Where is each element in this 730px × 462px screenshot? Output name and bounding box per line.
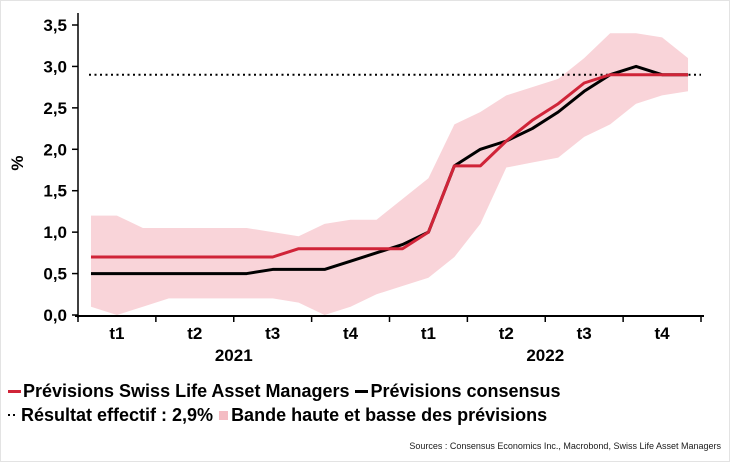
- legend-item-slam: Prévisions Swiss Life Asset Managers: [8, 379, 349, 403]
- slam-forecast-line: [90, 73, 689, 259]
- y-tick-label: 0,0: [43, 306, 67, 325]
- forecast-band: [90, 33, 689, 316]
- y-tick-label: 2,5: [43, 99, 67, 118]
- legend-item-band: Bande haute et basse des prévisions: [219, 403, 547, 427]
- x-quarter-label: t2: [499, 324, 514, 343]
- pink-band-swatch-icon: [219, 410, 229, 420]
- y-tick-label: 1,0: [43, 223, 67, 242]
- source-note: Sources : Consensus Economics Inc., Macr…: [409, 441, 721, 451]
- y-tick-label: 0,5: [43, 265, 67, 284]
- x-quarter-label: t1: [109, 324, 124, 343]
- y-tick-label: 3,5: [43, 16, 67, 35]
- legend-item-consensus: Prévisions consensus: [355, 379, 561, 403]
- forecast-chart: 0,0 0,5 1,0 1,5 2,0 2,5 3,0 3,5% t1 t2 t3 t4 t1 t2 t3 t…: [8, 13, 704, 365]
- y-tick-label: 1,5: [43, 182, 67, 201]
- legend-row-1: Prévisions Swiss Life Asset Managers Pré…: [8, 379, 724, 403]
- chart-legend: Prévisions Swiss Life Asset Managers Pré…: [8, 379, 724, 427]
- legend-item-actual: Résultat effectif : 2,9%: [8, 403, 213, 427]
- year-label: 2021: [215, 346, 253, 365]
- dotted-line-swatch-icon: [8, 414, 17, 416]
- red-line-swatch-icon: [8, 389, 21, 393]
- x-quarter-label: t3: [577, 324, 592, 343]
- x-quarter-label: t2: [187, 324, 202, 343]
- legend-label-consensus: Prévisions consensus: [370, 381, 561, 401]
- legend-row-2: Résultat effectif : 2,9% Bande haute et …: [8, 403, 724, 427]
- legend-label-band: Bande haute et basse des prévisions: [231, 405, 548, 425]
- chart-area: 0,0 0,5 1,0 1,5 2,0 2,5 3,0 3,5% t1 t2 t3 t4 t1 t2 t3 t…: [1, 1, 729, 373]
- y-tick-label: 2,0: [43, 140, 67, 159]
- y-tick-label: 3,0: [43, 57, 67, 76]
- x-quarter-label: t3: [265, 324, 280, 343]
- year-label: 2022: [526, 346, 564, 365]
- x-quarter-label: t4: [655, 324, 671, 343]
- legend-label-actual: Résultat effectif : 2,9%: [21, 405, 214, 425]
- legend-label-slam: Prévisions Swiss Life Asset Managers: [23, 381, 350, 401]
- black-line-swatch-icon: [355, 389, 369, 393]
- y-axis-title: %: [8, 155, 27, 170]
- x-quarter-label: t1: [421, 324, 436, 343]
- x-quarter-label: t4: [343, 324, 359, 343]
